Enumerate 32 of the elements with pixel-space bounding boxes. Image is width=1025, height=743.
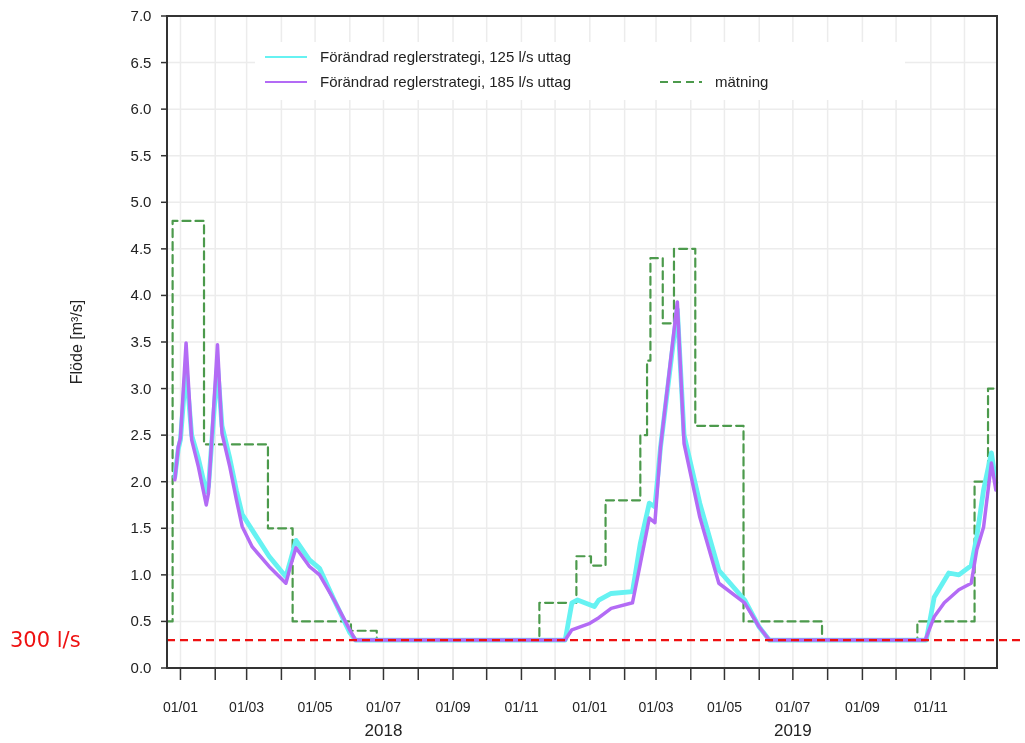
y-tick-label: 6.0 bbox=[130, 100, 152, 118]
y-tick-label: 6.5 bbox=[130, 53, 152, 71]
y-tick-label: 3.0 bbox=[130, 379, 152, 397]
y-tick-label: 0.5 bbox=[130, 612, 152, 630]
x-tick-label: 01/03 bbox=[638, 699, 674, 715]
legend-label: mätning bbox=[715, 73, 769, 90]
x-tick-label: 01/03 bbox=[229, 699, 265, 715]
legend-label: Förändrad reglerstrategi, 185 l/s uttag bbox=[320, 73, 571, 90]
y-tick-label: 5.0 bbox=[130, 193, 152, 211]
x-tick-label: 01/07 2019 bbox=[773, 699, 812, 740]
x-tick-label: 01/05 bbox=[297, 699, 333, 715]
y-tick-label: 3.5 bbox=[130, 333, 152, 350]
x-tick-label: 01/01 bbox=[162, 699, 199, 715]
x-tick-label: 01/01 bbox=[572, 699, 608, 715]
x-tick-label: 01/11 bbox=[504, 699, 539, 715]
y-tick-label: 1.0 bbox=[130, 565, 152, 583]
y-axis-title: Flöde [m³/s] bbox=[68, 299, 85, 385]
legend-label: Förändrad reglerstrategi, 125 l/s uttag bbox=[320, 48, 571, 65]
y-tick-label: 5.5 bbox=[130, 146, 152, 164]
y-tick-label: 4.5 bbox=[130, 239, 152, 257]
ref-line-label: 300 l/s bbox=[10, 628, 81, 653]
x-tick-label: 01/09 bbox=[435, 699, 471, 715]
y-tick-label: 7.0 bbox=[130, 7, 152, 24]
y-tick-label: 2.0 bbox=[130, 472, 152, 490]
y-tick-label: 4.0 bbox=[130, 286, 152, 304]
y-tick-label: 2.5 bbox=[130, 426, 152, 444]
x-tick-label: 01/09 bbox=[844, 699, 881, 715]
y-tick-label: 1.5 bbox=[130, 519, 152, 537]
x-tick-label: 01/11 bbox=[913, 699, 949, 715]
x-tick-label: 01/05 bbox=[706, 699, 743, 715]
x-tick-label: 01/07 2018 bbox=[364, 699, 403, 740]
y-tick-label: 0.0 bbox=[130, 659, 152, 676]
